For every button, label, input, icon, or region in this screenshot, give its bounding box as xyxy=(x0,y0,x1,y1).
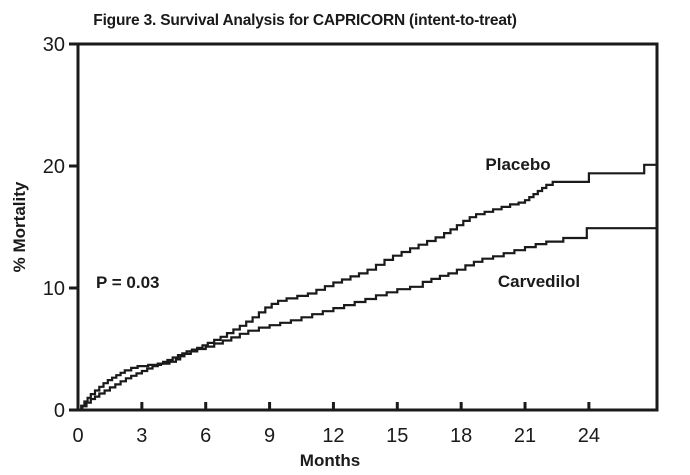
carvedilol-curve-label: Carvedilol xyxy=(498,272,580,291)
y-axis-label: % Mortality xyxy=(10,181,29,272)
x-tick-label: 6 xyxy=(200,425,211,447)
x-tick-label: 15 xyxy=(386,425,408,447)
y-tick-label: 20 xyxy=(43,156,65,178)
y-tick-label: 0 xyxy=(54,400,65,422)
carvedilol-curve xyxy=(78,227,657,412)
y-tick-label: 10 xyxy=(43,278,65,300)
x-tick-label: 0 xyxy=(72,425,83,447)
placebo-curve-label: Placebo xyxy=(485,155,550,174)
x-tick-label: 21 xyxy=(514,425,536,447)
x-tick-label: 9 xyxy=(264,425,275,447)
x-tick-label: 12 xyxy=(322,425,344,447)
x-tick-label: 24 xyxy=(578,425,600,447)
x-axis-label: Months xyxy=(300,451,360,470)
plot-area: 0 10 20 30 0 3 6 9 12 15 18 21 24 xyxy=(43,34,659,447)
x-tick-label: 18 xyxy=(450,425,472,447)
y-tick-label: 30 xyxy=(43,34,65,56)
plot-border xyxy=(76,42,659,412)
placebo-curve xyxy=(78,163,657,412)
figure-title: Figure 3. Survival Analysis for CAPRICOR… xyxy=(93,12,516,29)
x-tick-label: 3 xyxy=(136,425,147,447)
p-value-annotation: P = 0.03 xyxy=(96,273,160,292)
